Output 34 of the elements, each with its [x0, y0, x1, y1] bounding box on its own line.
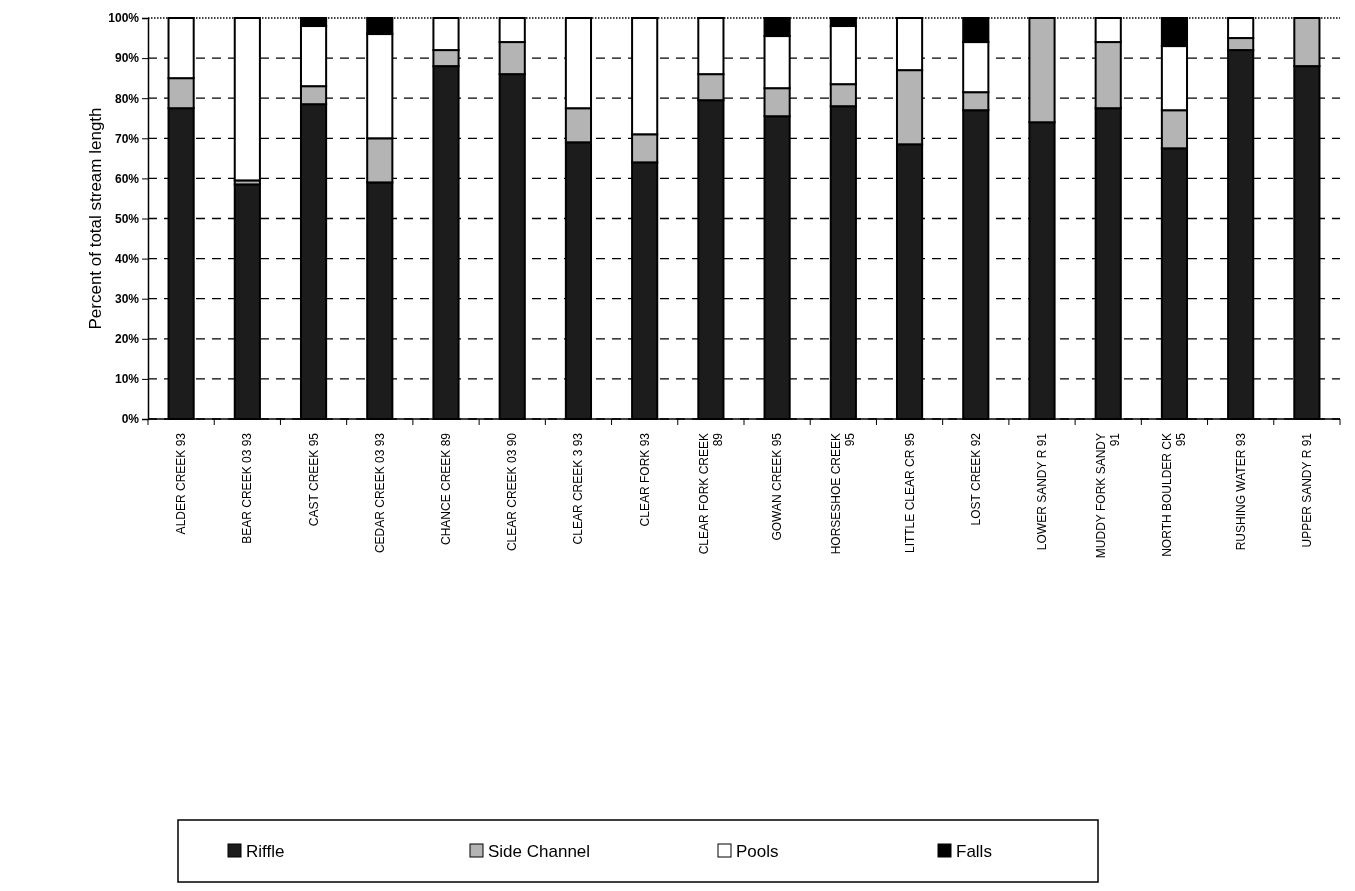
x-tick-label: BEAR CREEK 03 93	[240, 432, 255, 544]
x-tick-label: CLEAR CREEK 3 93	[571, 432, 586, 545]
x-tick-label: CEDAR CREEK 03 93	[372, 432, 387, 554]
x-tick-label: CAST CREEK 95	[306, 432, 321, 527]
x-tick-label: CLEAR FORK 93	[637, 432, 652, 527]
y-axis-title: Percent of total stream length	[86, 107, 105, 330]
x-tick-label: GOWAN CREEK 95	[770, 432, 785, 541]
x-tick-label: NORTH BOULDER CK 95	[1160, 432, 1189, 557]
x-tick-label: UPPER SANDY R 91	[1299, 432, 1314, 548]
x-tick-label: HORSESHOE CREEK 95	[829, 432, 858, 555]
y-tick-label: 30%	[114, 292, 140, 307]
x-tick-label: CLEAR FORK CREEK 89	[696, 432, 725, 555]
x-tick-label: CLEAR CREEK 03 90	[505, 432, 520, 552]
y-tick-label: 100%	[108, 11, 140, 26]
x-tick-label: ALDER CREEK 93	[174, 432, 189, 535]
y-tick-label: 80%	[114, 91, 140, 106]
legend-label: Riffle	[246, 842, 285, 861]
y-tick-label: 90%	[114, 51, 140, 66]
y-tick-label: 20%	[114, 332, 140, 347]
x-tick-label: RUSHING WATER 93	[1233, 432, 1248, 551]
y-tick-label: 60%	[114, 171, 140, 186]
y-tick-label: 50%	[114, 211, 140, 226]
x-tick-label: LITTLE CLEAR CR 95	[902, 432, 917, 554]
x-tick-label: CHANCE CREEK 89	[439, 432, 453, 546]
x-tick-label: MUDDY FORK SANDY 91	[1094, 432, 1123, 559]
legend-label: Pools	[736, 842, 779, 861]
y-tick-label: 40%	[114, 251, 140, 266]
x-tick-label: LOST CREEK 92	[968, 432, 983, 526]
y-tick-label: 70%	[114, 131, 140, 146]
x-tick-label: LOWER SANDY R 91	[1035, 432, 1049, 551]
legend-label: Side Channel	[488, 842, 591, 861]
y-tick-label: 0%	[121, 412, 140, 427]
y-tick-label: 10%	[114, 372, 140, 387]
legend-label: Falls	[956, 842, 992, 861]
